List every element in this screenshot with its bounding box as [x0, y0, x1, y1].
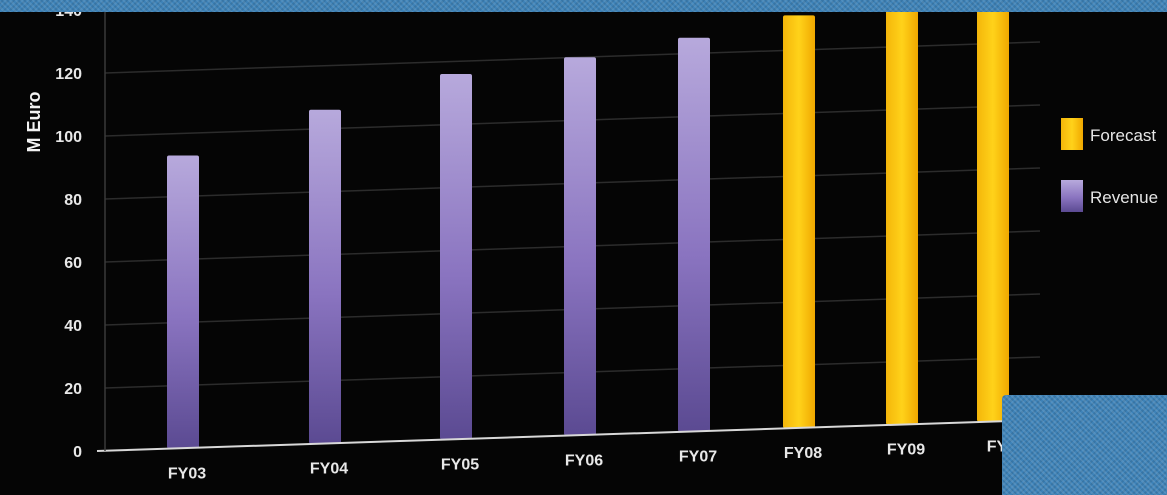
legend-label: Revenue: [1090, 188, 1158, 207]
legend-swatch: [1061, 180, 1083, 212]
bar-revenue: [167, 155, 199, 449]
x-tick-label: FY06: [565, 452, 603, 469]
y-tick-label: 20: [64, 381, 82, 398]
y-tick-label: 40: [64, 318, 82, 335]
bar-forecast: [977, 12, 1009, 422]
y-tick-label: 100: [55, 129, 82, 146]
x-tick-label: FY08: [784, 445, 822, 462]
bar-revenue: [309, 109, 341, 444]
x-tick-label: FY09: [887, 442, 925, 459]
bar-chart: 0 20 40 60 80 100 120 140 M Euro FY03 FY04 FY05 FY06…: [24, 12, 1158, 482]
x-tick-label: FY07: [679, 448, 717, 465]
bar-revenue: [440, 73, 472, 440]
x-tick-label: FY04: [310, 461, 348, 478]
bar-forecast: [886, 12, 918, 425]
x-tick-label: FY05: [441, 456, 479, 473]
chart-panel: 0 20 40 60 80 100 120 140 M Euro FY03 FY04 FY05 FY06…: [0, 12, 1167, 495]
x-tick-label: FY03: [168, 465, 206, 482]
y-tick-label: 60: [64, 255, 82, 272]
bar-forecast: [783, 15, 815, 428]
y-tick-label: 140: [55, 12, 82, 20]
y-axis-label: M Euro: [24, 91, 44, 152]
bar-revenue: [564, 57, 596, 436]
slide-background-corner: [1002, 395, 1167, 495]
y-tick-label: 0: [73, 444, 82, 461]
bar-revenue: [678, 37, 710, 432]
legend-swatch: [1061, 118, 1083, 150]
x-axis: [96, 419, 1041, 452]
y-tick-label: 120: [55, 66, 82, 83]
y-tick-label: 80: [64, 192, 82, 209]
legend-label: Forecast: [1090, 126, 1156, 145]
